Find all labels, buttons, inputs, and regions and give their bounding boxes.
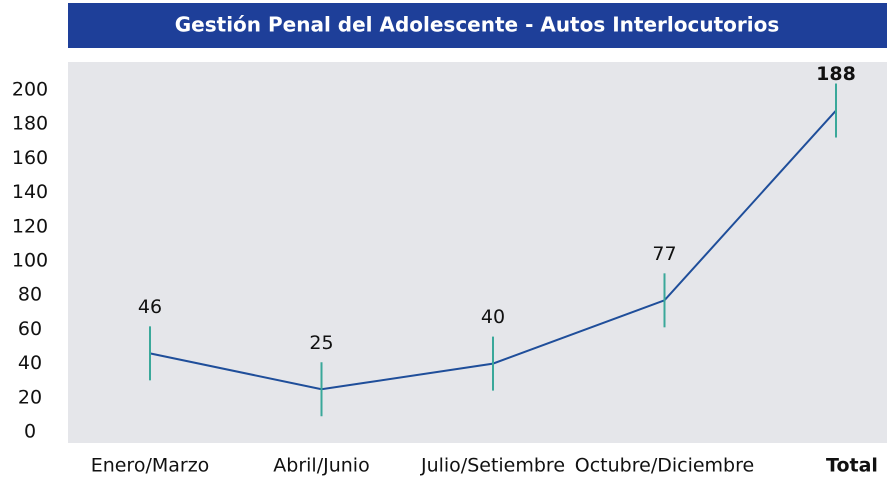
value-label: 46: [138, 296, 162, 318]
plot-area: [68, 62, 887, 443]
chart-title: Gestión Penal del Adolescente - Autos In…: [175, 13, 780, 37]
y-tick-label: 140: [12, 181, 48, 203]
x-tick-label: Julio/Setiembre: [420, 455, 565, 477]
title-bar: [68, 3, 887, 48]
y-tick-label: 100: [12, 250, 48, 272]
value-label: 40: [481, 306, 505, 328]
y-tick-label: 80: [18, 284, 42, 306]
x-tick-label: Abril/Junio: [273, 455, 369, 477]
x-tick-label: Enero/Marzo: [91, 455, 210, 477]
y-tick-label: 0: [24, 421, 36, 443]
y-tick-label: 160: [12, 147, 48, 169]
y-tick-label: 60: [18, 318, 42, 340]
x-tick-label: Octubre/Diciembre: [575, 455, 754, 477]
y-tick-label: 120: [12, 215, 48, 237]
y-tick-label: 20: [18, 386, 42, 408]
y-tick-label: 180: [12, 113, 48, 135]
y-tick-label: 200: [12, 79, 48, 101]
y-tick-label: 40: [18, 352, 42, 374]
value-label: 77: [652, 243, 676, 265]
value-label: 188: [816, 63, 856, 85]
x-tick-label: Total: [826, 455, 878, 477]
value-label: 25: [309, 332, 333, 354]
